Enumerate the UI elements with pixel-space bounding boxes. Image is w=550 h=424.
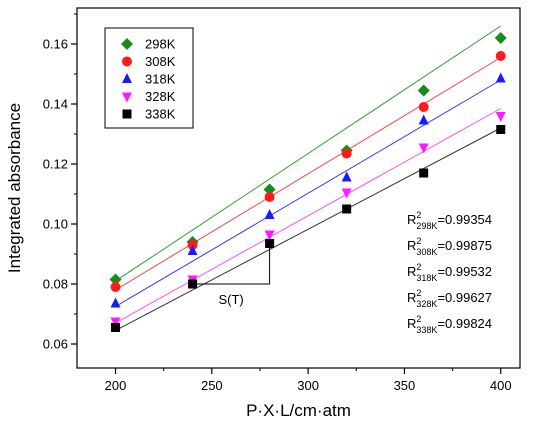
point-338K [342,204,352,214]
y-axis: 0.06 0.08 0.10 0.12 0.14 0.16 [43,13,77,352]
point-338K [496,125,506,134]
data-markers [109,32,507,332]
point-328K [341,188,352,199]
y-tick-label: 0.12 [43,157,68,172]
r2-label: R2 298K=0.99354 [407,210,492,231]
point-298K [109,273,122,286]
plot-frame [76,7,521,369]
point-328K [495,112,506,122]
point-328K [418,143,429,154]
r-squared-labels: R2 298K=0.99354 R2 308K=0.99875 R2 318K=0.995… [407,210,492,335]
fit-line-308K [115,57,501,291]
y-tick-label: 0.08 [43,277,68,292]
slope-annotation: S(T) [192,243,271,307]
fit-line-298K [115,25,502,282]
point-338K [265,239,275,248]
y-tick-label: 0.14 [43,97,68,112]
point-308K [110,282,121,292]
legend-label-318K: 318K [145,72,176,87]
x-axis-title: P·X·L/cm·atm [246,401,351,420]
r2-label: R2 328K=0.99627 [407,288,492,309]
point-338K [111,323,121,332]
x-tick-label: 350 [394,378,416,393]
legend-marker-338K [122,109,132,119]
legend-box [104,27,194,129]
y-tick-label: 0.16 [43,37,68,52]
point-298K [494,32,507,44]
point-318K [187,245,198,255]
point-298K [417,84,430,97]
point-308K [264,192,275,202]
slope-triangle [192,243,271,285]
x-axis: 200 250 300 350 400 [105,368,512,393]
point-308K [495,51,506,61]
x-tick-label: 300 [297,378,319,393]
x-tick-label: 250 [201,378,223,393]
point-318K [341,171,352,182]
r2-label: R2 318K=0.99532 [407,262,492,283]
point-338K [419,168,429,178]
r2-label: R2 338K=0.99824 [407,314,492,335]
legend-marker-308K [122,56,132,67]
y-tick-label: 0.10 [43,217,68,232]
r2-label: R2 308K=0.99875 [407,236,492,257]
point-328K [264,230,275,241]
point-298K [263,183,276,196]
x-tick-label: 200 [105,378,127,393]
legend-label-328K: 328K [145,89,176,104]
point-318K [110,297,121,308]
fit-line-338K [115,127,501,331]
point-308K [341,148,352,159]
point-338K [188,279,198,289]
slope-label: S(T) [218,292,243,307]
y-axis-title: Integrated absorbance [5,103,24,273]
point-308K [418,102,429,112]
point-318K [264,209,275,219]
legend-marker-298K [121,38,133,50]
legend-label-298K: 298K [145,37,176,52]
legend: 298K 308K 318K 328K 338K [104,27,194,129]
fit-line-328K [115,108,501,324]
point-318K [495,72,506,83]
point-318K [418,114,429,125]
y-tick-label: 0.06 [43,337,68,352]
fit-lines [115,25,502,331]
legend-label-338K: 338K [145,107,176,122]
fit-line-318K [115,79,501,307]
legend-marker-318K [122,73,132,83]
legend-label-308K: 308K [145,54,176,69]
legend-marker-328K [122,92,132,103]
point-328K [110,317,121,328]
x-tick-label: 400 [490,378,512,393]
